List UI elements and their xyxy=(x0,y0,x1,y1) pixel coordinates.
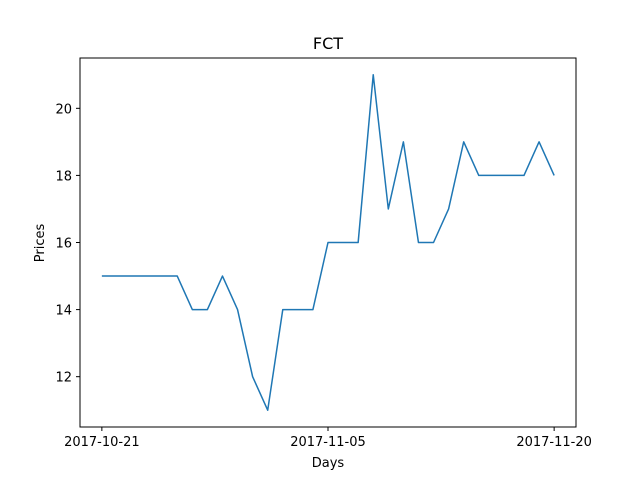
x-axis-label: Days xyxy=(312,456,345,471)
y-axis-label: Prices xyxy=(33,224,48,263)
y-axis: 12 14 16 18 20 xyxy=(55,102,80,386)
y-tick-label-1: 14 xyxy=(55,304,72,319)
plot-area xyxy=(101,74,555,411)
x-tick-label-1: 2017-11-05 xyxy=(290,435,366,450)
y-tick-label-3: 18 xyxy=(55,169,72,184)
plot-frame xyxy=(79,57,577,428)
x-tick-label-2: 2017-11-20 xyxy=(516,435,592,450)
series-line-0 xyxy=(101,74,555,411)
chart-title: FCT xyxy=(313,34,343,53)
x-axis: 2017-10-21 2017-11-05 2017-11-20 xyxy=(64,427,592,450)
y-tick-label-0: 12 xyxy=(55,371,72,386)
y-tick-label-2: 16 xyxy=(55,237,72,252)
y-tick-label-4: 20 xyxy=(55,102,72,117)
x-tick-label-0: 2017-10-21 xyxy=(64,435,140,450)
